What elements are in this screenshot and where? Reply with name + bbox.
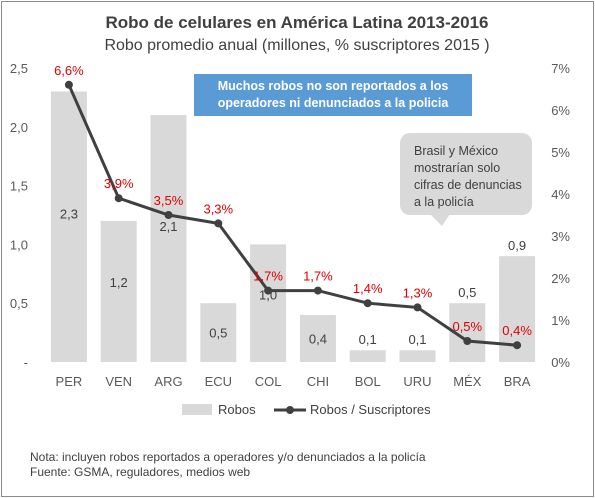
callout-text-line: mostrarían solo [414, 161, 500, 175]
x-tick-label: VEN [105, 374, 132, 389]
callout-brasil-mexico: Brasil y México mostrarían solo cifras de … [400, 133, 532, 226]
right-tick-label: 1% [551, 313, 570, 328]
chart-subtitle: Robo promedio anual (millones, % suscrip… [104, 37, 489, 54]
left-tick-label: 1,5 [10, 179, 28, 194]
line-value-label: 3,5% [154, 193, 184, 208]
bar-value-label: 0,5 [209, 326, 227, 341]
bar [150, 115, 187, 362]
bar-value-label: 1,2 [110, 275, 128, 290]
right-axis: 0% 1% 2% 3% 4% 5% 6% 7% [551, 61, 570, 370]
line-value-label: 1,3% [403, 285, 433, 300]
left-tick-label: 2,0 [10, 120, 28, 135]
legend-swatch-robos [182, 404, 212, 415]
left-tick-label: 1,0 [10, 237, 28, 252]
x-tick-label: MÉX [453, 374, 482, 389]
callout-text-line: cifras de denuncias [414, 178, 522, 192]
x-tick-label: ARG [154, 374, 182, 389]
chart-title: Robo de celulares en América Latina 2013… [106, 13, 489, 32]
line-value-label: 6,6% [54, 63, 84, 78]
x-axis: PER VEN ARG ECU COL CHI BOL URU MÉX BRA [56, 374, 531, 389]
bar-series: 2,31,22,10,51,00,4 0,1 0,10,50,9 [50, 91, 536, 363]
bar [250, 244, 287, 362]
legend: Robos Robos / Suscriptores [182, 402, 431, 417]
x-tick-label: URU [403, 374, 431, 389]
right-tick-label: 0% [551, 355, 570, 370]
right-tick-label: 4% [551, 187, 570, 202]
callout-box [400, 133, 532, 215]
line-value-label: 1,4% [353, 281, 383, 296]
line-value-label: 0,4% [502, 323, 532, 338]
line-point [313, 286, 322, 295]
legend-line-marker [286, 406, 294, 414]
left-axis: - 0,5 1,0 1,5 2,0 2,5 [10, 61, 28, 370]
x-tick-label: ECU [205, 374, 232, 389]
bar-value-label: 0,1 [359, 332, 377, 347]
line-value-label: 3,3% [203, 201, 233, 216]
x-tick-label: BOL [355, 374, 381, 389]
x-tick-label: CHI [307, 374, 329, 389]
left-tick-label: 0,5 [10, 296, 28, 311]
bar-value-label: 2,1 [159, 219, 177, 234]
line-point [513, 341, 522, 350]
left-tick-label: 2,5 [10, 61, 28, 76]
line-point [214, 219, 223, 228]
line-value-label: 3,9% [104, 176, 134, 191]
bar [399, 350, 436, 362]
line-value-label: 1,7% [253, 269, 283, 284]
legend-label-robos: Robos [218, 402, 256, 417]
callout-text-line: Brasil y México [414, 144, 498, 158]
right-tick-label: 5% [551, 145, 570, 160]
line-point [64, 80, 73, 89]
line-point [264, 286, 273, 295]
bar-value-label: 0,5 [458, 285, 476, 300]
line-point [463, 337, 472, 345]
bar [349, 350, 386, 362]
right-tick-label: 6% [551, 103, 570, 118]
annotation-blue-box: Muchos robos no son reportados a los ope… [194, 74, 472, 116]
right-tick-label: 3% [551, 229, 570, 244]
line-series: 6,6% 3,9% 3,5% 3,3% 1,7% 1,7% 1,4% 1,3% 0,5% 0,4% [54, 63, 532, 350]
note-text: Nota: incluyen robos reportados a operad… [30, 450, 426, 464]
x-tick-label: PER [56, 374, 83, 389]
callout-pointer [430, 214, 450, 226]
bar-value-label: 2,3 [60, 207, 78, 222]
bar-value-label: 0,9 [508, 238, 526, 253]
source-text: Fuente: GSMA, reguladores, medios web [30, 465, 251, 479]
line-point [363, 299, 372, 308]
line-point [413, 303, 422, 312]
bar [299, 314, 336, 362]
x-tick-label: COL [255, 374, 282, 389]
callout-text-line: a la policía [414, 195, 474, 209]
right-tick-label: 2% [551, 271, 570, 286]
bar [100, 220, 137, 362]
x-tick-label: BRA [504, 374, 531, 389]
line-value-label: 0,5% [452, 319, 482, 334]
left-tick-label: - [24, 355, 28, 370]
line-path [67, 84, 518, 347]
line-point [164, 211, 173, 219]
bar-value-label: 0,1 [408, 332, 426, 347]
bar-value-label: 0,4 [309, 331, 327, 346]
right-tick-label: 7% [551, 61, 570, 76]
bar [200, 303, 237, 362]
bar [50, 91, 87, 363]
line-point [114, 194, 123, 203]
legend-label-robos-suscriptores: Robos / Suscriptores [310, 402, 431, 417]
line-value-label: 1,7% [303, 269, 333, 284]
